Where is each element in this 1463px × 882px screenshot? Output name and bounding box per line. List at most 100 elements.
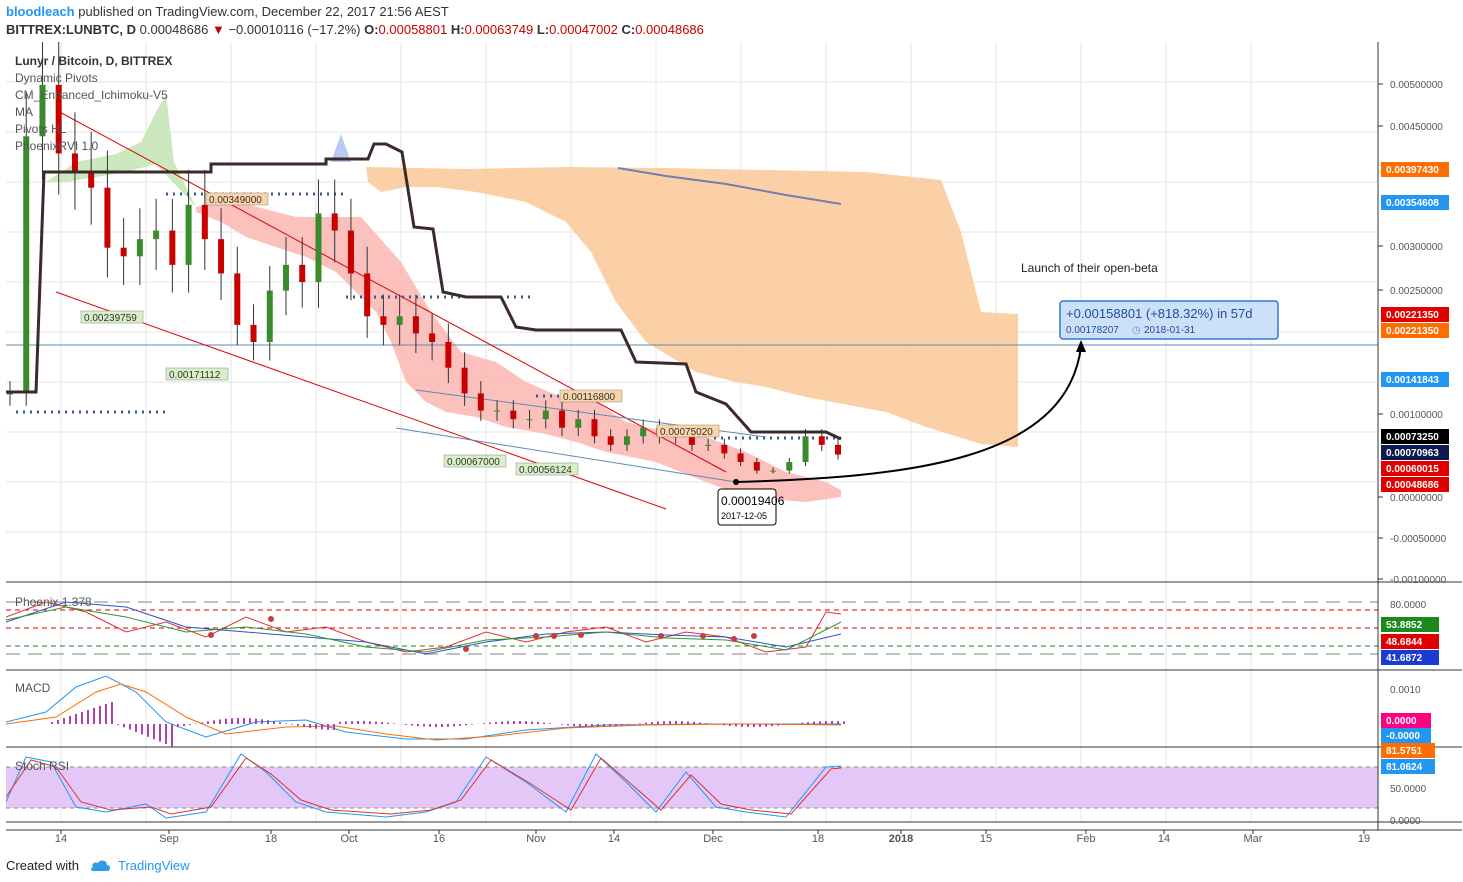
pivot-label: 0.00116800	[563, 392, 616, 403]
price-chart[interactable]: 0.00349000 0.00239759 0.00171112 0.00116800…	[5, 35, 1462, 858]
time-axis-label: 16	[433, 833, 445, 845]
phoenix-green-line	[5, 606, 842, 653]
price-tag-label: 81.5751	[1386, 746, 1423, 757]
pivot-label-box	[165, 367, 229, 381]
pivot-label: 0.00067000	[447, 457, 500, 468]
phoenix-blue-line	[5, 601, 842, 655]
tradingview-link[interactable]: TradingView	[118, 858, 190, 873]
price-tag	[1381, 445, 1449, 460]
candle-body	[494, 410, 501, 412]
price-tag-label: 53.8852	[1386, 620, 1423, 631]
low-value: 0.00047002	[549, 22, 618, 37]
candle-body	[721, 444, 728, 454]
candle-body	[526, 419, 533, 421]
close-label: C:	[621, 22, 636, 37]
axis-tick-label: -0.00050000	[1390, 534, 1447, 545]
chart-area[interactable]: 0.00349000 0.00239759 0.00171112 0.00116800…	[5, 35, 1462, 858]
candle-body	[55, 84, 62, 154]
candle-body	[542, 410, 549, 420]
measure-arrow-head	[1076, 340, 1086, 352]
price-tag	[1381, 634, 1439, 649]
pivot-label: 0.00056124	[519, 465, 572, 476]
pivot-label: 0.00075020	[660, 427, 713, 438]
candle-body	[331, 213, 338, 231]
candle-body	[23, 136, 30, 394]
candle-body	[559, 410, 565, 428]
low-date-text: 2017-12-05	[721, 511, 767, 521]
time-axis-label: 14	[55, 833, 67, 845]
price-tag	[1381, 323, 1449, 338]
phoenix-signal-dot	[731, 636, 737, 642]
time-axis-label: Mar	[1244, 833, 1263, 845]
phoenix-pane-label: Phoenix 1.378	[15, 595, 92, 609]
pivot-label: 0.00239759	[84, 313, 137, 324]
candle-body	[640, 427, 647, 437]
time-axis-label: Oct	[340, 833, 357, 845]
time-axis-label: 14	[1158, 833, 1170, 845]
time-axis-label: 18	[812, 833, 824, 845]
trendline-upper	[55, 109, 727, 473]
candle-body	[429, 333, 436, 342]
phoenix-signal-dot	[551, 633, 557, 639]
pivot-label-box	[515, 462, 579, 476]
macd-pane-label: MACD	[15, 681, 51, 695]
candle-body	[477, 393, 484, 411]
open-label: O:	[364, 22, 379, 37]
legend-ma: MA	[15, 105, 33, 119]
tradingview-cloud-icon	[88, 857, 112, 878]
axis-tick-label: -0.00100000	[1390, 575, 1447, 586]
candle-body	[185, 204, 192, 265]
axis-tick-label: 50.0000	[1390, 784, 1427, 795]
candle-body	[607, 436, 614, 445]
price-tag-label: 0.00141843	[1386, 375, 1439, 386]
time-axis-label: 19	[1358, 833, 1370, 845]
last-price: 0.00048686	[139, 22, 209, 37]
indicator-legend[interactable]: Lunyr / Bitcoin, D, BITTREX Dynamic Pivo…	[15, 54, 172, 153]
price-axis[interactable]: 0.00500000 0.00450000 0.00300000 0.00250000…	[1377, 42, 1449, 830]
price-tag	[1381, 728, 1431, 743]
candle-body	[7, 393, 13, 395]
price-tag-label: 81.0624	[1386, 762, 1423, 773]
price-tag	[1381, 195, 1449, 210]
candle-body	[71, 153, 78, 171]
axis-tick-label: 80.0000	[1390, 600, 1427, 611]
axis-tick-label: 0.00450000	[1390, 122, 1443, 133]
candle-body	[364, 273, 371, 317]
price-tag-label: 0.00221350	[1386, 326, 1439, 337]
author-link[interactable]: bloodleach	[6, 4, 75, 19]
axis-tick-label: 0.00300000	[1390, 242, 1443, 253]
clock-icon: ◷	[1132, 325, 1141, 336]
candle-body	[753, 462, 760, 471]
pivot-label-box	[559, 389, 623, 403]
pivot-label: 0.00349000	[209, 195, 262, 206]
axis-tick-label: 0.00250000	[1390, 286, 1443, 297]
candle-body	[412, 316, 419, 334]
candle-body	[705, 444, 712, 446]
header: bloodleach published on TradingView.com,…	[0, 0, 1463, 40]
launch-annotation: Launch of their open-beta	[1021, 261, 1158, 275]
price-tag-label: 0.00397430	[1386, 165, 1439, 176]
ohlc-line: BITTREX:LUNBTC, D 0.00048686 ▼ −0.000101…	[6, 22, 704, 37]
price-tag	[1381, 650, 1439, 665]
candle-body	[737, 453, 744, 462]
high-value: 0.00063749	[464, 22, 534, 37]
footer: Created with TradingView	[0, 858, 1463, 882]
indicator-panes: Phoenix 1.378 MACD Stoch RSI	[5, 581, 1462, 823]
candle-body	[347, 230, 354, 274]
created-with-text: Created with	[6, 858, 79, 873]
candle-body	[250, 324, 257, 342]
candle-body	[770, 470, 777, 472]
pivot-label-box	[205, 192, 269, 206]
symbol-label: BITTREX:LUNBTC, D	[6, 22, 136, 37]
axis-tick-label: 0.00100000	[1390, 410, 1443, 421]
price-tag	[1381, 162, 1449, 177]
price-tag	[1381, 461, 1449, 476]
candle-body	[201, 204, 208, 240]
measure-date-text: 2018-01-31	[1144, 325, 1196, 336]
indicator-lines	[6, 142, 1086, 485]
price-tag-label: 0.0000	[1386, 716, 1417, 727]
pivot-label-box	[656, 424, 720, 438]
phoenix-signal-dot	[751, 633, 757, 639]
time-axis[interactable]: 14 Sep 18 Oct 16 Nov 14 Dec 18 2018 15 Feb 14 Mar 19	[6, 829, 1462, 845]
price-tag	[1381, 477, 1449, 492]
